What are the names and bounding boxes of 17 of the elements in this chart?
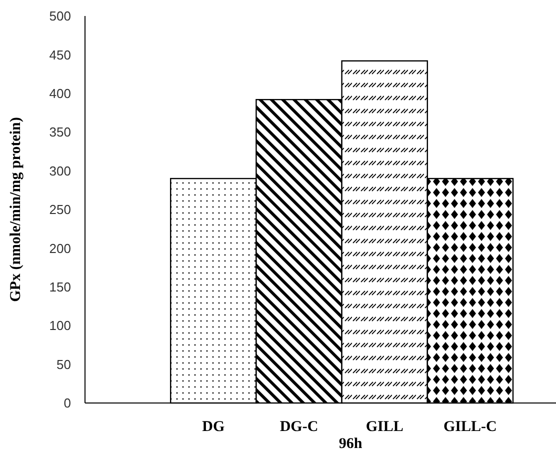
y-tick-label: 100 <box>49 318 71 334</box>
x-tick-label: GILL <box>366 419 404 435</box>
y-tick-label: 400 <box>49 86 71 101</box>
y-tick-label: 50 <box>56 356 71 372</box>
x-tick-label: GILL-C <box>444 419 497 435</box>
y-axis-title: GPx (nmole/min/mg protein) <box>8 117 24 302</box>
y-tick-label: 500 <box>49 8 71 24</box>
x-tick-label: DG <box>202 419 225 435</box>
x-axis-title: 96h <box>338 436 363 452</box>
y-tick-label: 300 <box>49 163 71 178</box>
x-tick-label: DG-C <box>280 419 318 435</box>
y-tick-label: 450 <box>49 47 71 62</box>
y-tick-label: 350 <box>49 124 71 140</box>
y-tick-label: 200 <box>49 240 71 256</box>
y-tick-label: 150 <box>49 279 71 294</box>
y-tick-label: 250 <box>49 202 71 218</box>
y-tick-label: 0 <box>64 396 71 411</box>
